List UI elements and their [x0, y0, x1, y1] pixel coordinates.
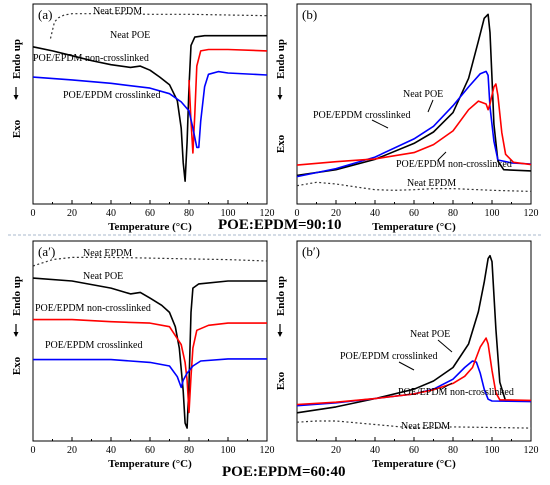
series-poe-epdm-crosslinked: [296, 360, 532, 407]
annotation-poe-epdm-crosslinked: POE/EPDM crosslinked: [340, 351, 438, 362]
x-tick-label: 40: [106, 445, 116, 456]
x-tick-label: 80: [184, 208, 194, 219]
series-poe-epdm-crosslinked: [32, 70, 268, 149]
annotation-neat-epdm: Neat EPDM: [83, 248, 132, 259]
x-tick-label: 120: [524, 208, 539, 219]
annotation-pointer: [437, 339, 453, 353]
annotation-pointer: [371, 119, 389, 129]
x-tick-label: 20: [67, 445, 77, 456]
annotation-neat-epdm: Neat EPDM: [407, 178, 456, 189]
x-axis-title: Temperature (°C): [372, 458, 456, 470]
annotation-pointer: [437, 151, 447, 161]
x-tick-label: 40: [370, 208, 380, 219]
x-axis-title: Temperature (°C): [108, 221, 192, 233]
x-tick-label: 120: [260, 445, 275, 456]
x-tick-label: 40: [106, 208, 116, 219]
x-axis-title: Temperature (°C): [108, 458, 192, 470]
x-tick-label: 120: [524, 445, 539, 456]
annotation-pointer: [427, 99, 434, 113]
series-neat-epdm: [49, 13, 268, 39]
endo-arrowhead-icon: [277, 95, 283, 100]
panel-label: (a′): [38, 244, 55, 259]
annotation-neat-poe: Neat POE: [410, 329, 450, 340]
annotation-poe-epdm-non-crosslinked: POE/EPDM non-crosslinked: [33, 53, 149, 64]
y-axis-endo-label: Endo up: [275, 276, 287, 316]
series-neat-poe: [296, 254, 531, 414]
x-tick-label: 20: [331, 445, 341, 456]
annotation-poe-epdm-crosslinked: POE/EPDM crosslinked: [63, 90, 161, 101]
x-tick-label: 20: [331, 208, 341, 219]
x-tick-label: 20: [67, 208, 77, 219]
x-tick-label: 60: [145, 208, 155, 219]
annotation-poe-epdm-non-crosslinked: POE/EPDM non-crosslinked: [398, 387, 514, 398]
series-neat-poe: [32, 277, 267, 429]
series-poe-epdm-crosslinked: [296, 70, 532, 178]
series-neat-poe: [32, 34, 267, 182]
x-tick-label: 40: [370, 445, 380, 456]
series-poe-epdm-non-crosslinked: [296, 83, 532, 166]
series-neat-epdm: [296, 181, 532, 192]
annotation-neat-poe: Neat POE: [403, 89, 443, 100]
ratio-caption-top: POE:EPDM=90:10: [218, 217, 342, 233]
x-tick-label: 60: [409, 208, 419, 219]
series-neat-epdm: [32, 256, 268, 267]
y-axis-exo-label: Exo: [11, 119, 23, 138]
series-poe-epdm-non-crosslinked: [188, 48, 268, 154]
annotation-neat-epdm: Neat EPDM: [93, 6, 142, 17]
x-tick-label: 80: [184, 445, 194, 456]
annotation-neat-epdm: Neat EPDM: [401, 421, 450, 432]
panel-label: (b): [302, 7, 317, 22]
x-tick-label: 60: [145, 445, 155, 456]
series-poe-epdm-non-crosslinked: [33, 318, 267, 414]
x-tick-label: 120: [260, 208, 275, 219]
annotation-neat-poe: Neat POE: [110, 30, 150, 41]
x-tick-label: 60: [409, 445, 419, 456]
x-tick-label: 80: [448, 208, 458, 219]
y-axis-exo-label: Exo: [275, 134, 287, 153]
ratio-caption-bottom: POE:EPDM=60:40: [222, 464, 346, 480]
x-tick-label: 100: [221, 445, 236, 456]
annotation-poe-epdm-non-crosslinked: POE/EPDM non-crosslinked: [396, 159, 512, 170]
endo-arrowhead-icon: [277, 332, 283, 337]
annotation-pointer: [439, 382, 453, 391]
x-tick-label: 100: [485, 208, 500, 219]
annotation-poe-epdm-non-crosslinked: POE/EPDM non-crosslinked: [35, 303, 151, 314]
x-axis-title: Temperature (°C): [372, 221, 456, 233]
annotation-poe-epdm-crosslinked: POE/EPDM crosslinked: [45, 340, 143, 351]
panel-4: 20 40 60 80 100 120 Temperature (°C) Endo up Exo…: [275, 240, 539, 470]
x-tick-label: 0: [295, 208, 300, 219]
endo-arrowhead-icon: [13, 332, 19, 337]
x-tick-label: 0: [31, 445, 36, 456]
panel-label: (b′): [302, 244, 320, 259]
series-neat-epdm: [296, 420, 532, 429]
panel-2: 0 20 40 60 80 100 120 Temperature (°C) Endo up Ex…: [275, 3, 539, 233]
x-tick-label: 100: [221, 208, 236, 219]
series-poe-epdm-crosslinked: [33, 358, 267, 389]
y-axis-endo-label: Endo up: [11, 276, 23, 316]
x-tick-label: 80: [448, 445, 458, 456]
endo-arrowhead-icon: [13, 95, 19, 100]
annotation-poe-epdm-crosslinked: POE/EPDM crosslinked: [313, 110, 411, 121]
y-axis-endo-label: Endo up: [11, 39, 23, 79]
x-tick-label: 0: [31, 208, 36, 219]
panel-label: (a): [38, 7, 52, 22]
y-axis-exo-label: Exo: [275, 371, 287, 390]
series-poe-epdm-non-crosslinked: [296, 337, 532, 406]
x-tick-label: 100: [485, 445, 500, 456]
annotation-pointer: [398, 361, 415, 371]
plot-frame: [296, 240, 532, 442]
plot-frame: [296, 3, 532, 205]
annotation-neat-poe: Neat POE: [83, 271, 123, 282]
panel-3: 0 20 40 60 80 100 120 Temperature (°C) Endo up Ex…: [11, 240, 275, 470]
series-neat-poe: [296, 13, 532, 177]
panel-1: 0 20 40 60 80 100 120 Temperature (°C) Endo up Ex…: [11, 3, 275, 233]
y-axis-endo-label: Endo up: [275, 39, 287, 79]
y-axis-exo-label: Exo: [11, 356, 23, 375]
